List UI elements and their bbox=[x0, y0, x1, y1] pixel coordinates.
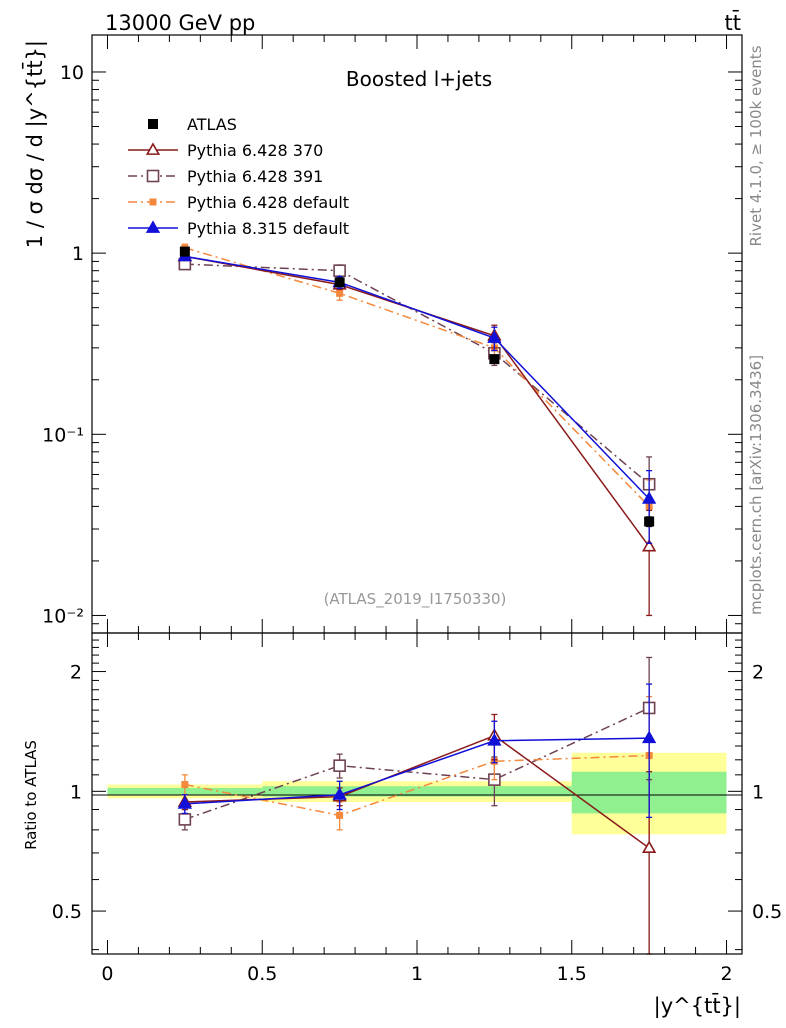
atlas-point bbox=[489, 354, 500, 365]
main-panel: 10⁻² 10⁻¹ 1 10 Boosted l+jets (ATLAS_2019_I… bbox=[22, 34, 743, 634]
atlas-point bbox=[334, 277, 345, 288]
pythia-8-315-default-series bbox=[177, 248, 657, 545]
legend-label: Pythia 6.428 370 bbox=[187, 141, 323, 160]
ratio-y-ticks: 0.5 0.5 1 1 2 2 bbox=[52, 632, 782, 951]
ratio-x-tick-label: 2 bbox=[720, 963, 732, 985]
ratio-y-tick-label-left: 2 bbox=[70, 662, 82, 684]
mcplots-label: mcplots.cern.ch [arXiv:1306.3436] bbox=[747, 355, 765, 615]
main-y-tick-label: 1 bbox=[72, 243, 84, 265]
ratio-pythia-6-428-default-point bbox=[181, 781, 189, 789]
ratio-pythia-8-315-default-series bbox=[177, 683, 657, 819]
legend-item-pythia-6-428-default: Pythia 6.428 default bbox=[128, 193, 349, 212]
pythia-6-428-default-point bbox=[336, 289, 344, 297]
rivet-version-label: Rivet 4.1.0, ≥ 100k events bbox=[747, 45, 765, 246]
ratio-pythia-6-428-391-point bbox=[178, 813, 192, 826]
ratio-pythia-6-428-391-line bbox=[184, 707, 650, 821]
ratio-x-tick-label: 1 bbox=[411, 963, 423, 985]
ratio-y-tick-label-left: 1 bbox=[70, 781, 82, 803]
ratio-y-tick-label-left: 0.5 bbox=[52, 901, 82, 923]
x-axis-label: |y^{tt̄}| bbox=[654, 993, 741, 1019]
ratio-x-tick-label: 1.5 bbox=[557, 963, 587, 985]
ratio-pythia-8-315-default-point bbox=[641, 730, 657, 744]
process-label: tt̄ bbox=[725, 10, 741, 35]
pythia-6-428-default-line bbox=[184, 247, 650, 507]
ratio-x-tick-label: 0.5 bbox=[247, 963, 277, 985]
main-series-layer bbox=[177, 243, 657, 617]
pythia-6-428-391-point bbox=[333, 264, 346, 277]
analysis-label: (ATLAS_2019_I1750330) bbox=[324, 590, 507, 609]
main-y-axis-label: 1 / σ dσ / d |y^{tt̄}| bbox=[22, 40, 48, 248]
atlas-point bbox=[179, 246, 190, 257]
legend-item-pythia-6-428-391: Pythia 6.428 391 bbox=[128, 167, 323, 186]
ratio-pythia-6-428-370-point bbox=[641, 840, 657, 853]
main-x-ticks bbox=[106, 35, 728, 633]
pythia-8-315-default-line bbox=[184, 255, 650, 500]
ratio-y-tick-label-right: 0.5 bbox=[752, 901, 782, 923]
ratio-uncertainty-bands bbox=[107, 752, 727, 835]
main-y-tick-label: 10⁻² bbox=[42, 605, 84, 627]
pythia-6-428-370-series bbox=[177, 248, 657, 617]
main-title: Boosted l+jets bbox=[346, 67, 492, 91]
pythia-6-428-391-series bbox=[178, 257, 656, 528]
energy-label: 13000 GeV pp bbox=[105, 11, 255, 35]
ratio-y-axis-label: Ratio to ATLAS bbox=[22, 740, 40, 850]
main-y-ticks: 10⁻² 10⁻¹ 1 10 bbox=[42, 62, 742, 634]
ratio-pythia-6-428-391-point bbox=[333, 759, 346, 772]
atlas-point bbox=[644, 516, 655, 527]
ratio-x-tick-label: 0 bbox=[101, 963, 113, 985]
main-y-tick-label: 10 bbox=[60, 62, 84, 84]
ratio-panel: 0.5 0.5 1 1 2 2 0 0.5 1 1.5 2 Ratio to ATLAS |y^{… bbox=[22, 632, 782, 1019]
ratio-pythia-8-315-default-point bbox=[487, 733, 502, 746]
legend-item-pythia-8-315-default: Pythia 8.315 default bbox=[128, 219, 349, 238]
atlas-series bbox=[179, 246, 655, 528]
ratio-pythia-8-315-default-line bbox=[184, 737, 650, 805]
legend-label: Pythia 6.428 391 bbox=[187, 167, 323, 186]
pythia-8-315-default-point bbox=[641, 491, 657, 504]
legend-label: Pythia 8.315 default bbox=[187, 219, 349, 238]
main-y-tick-label: 10⁻¹ bbox=[42, 424, 84, 446]
ratio-pythia-8-315-default-point bbox=[177, 796, 193, 809]
ratio-y-tick-label-right: 2 bbox=[752, 662, 764, 684]
legend-marker bbox=[146, 169, 160, 183]
legend-label: Pythia 6.428 default bbox=[187, 193, 349, 212]
pythia-6-428-default-series bbox=[181, 243, 653, 548]
legend-marker bbox=[145, 142, 161, 155]
legend-item-atlas: ATLAS bbox=[148, 115, 237, 134]
pythia-6-428-370-point bbox=[641, 538, 657, 552]
ratio-pythia-8-315-default-point bbox=[332, 787, 347, 800]
ratio-series-layer bbox=[177, 656, 657, 955]
legend-label: ATLAS bbox=[187, 115, 237, 134]
pythia-6-428-370-line bbox=[184, 255, 650, 548]
legend-marker bbox=[145, 220, 161, 233]
ratio-y-tick-label-right: 1 bbox=[752, 781, 764, 803]
legend: ATLAS Pythia 6.428 370 Pythia 6.428 391 Pyt… bbox=[128, 115, 349, 238]
legend-marker bbox=[149, 198, 157, 206]
legend-marker bbox=[148, 119, 158, 129]
ratio-pythia-6-428-default-point bbox=[336, 811, 344, 819]
legend-item-pythia-6-428-370: Pythia 6.428 370 bbox=[128, 141, 323, 160]
pythia-8-315-default-point bbox=[487, 330, 502, 343]
ratio-x-ticks: 0 0.5 1 1.5 2 bbox=[101, 633, 733, 985]
